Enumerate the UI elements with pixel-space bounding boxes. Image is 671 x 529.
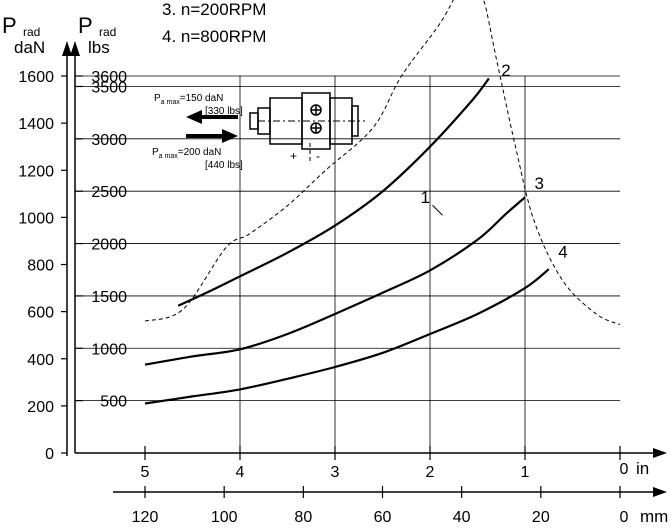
inset-top-lbs: [330 lbs]	[205, 106, 243, 117]
tick-label-mm: 0	[620, 509, 629, 526]
tick-label-in: 3	[331, 464, 340, 481]
tick-label-in: 5	[141, 464, 150, 481]
series-label-4: 4	[558, 242, 567, 261]
y-axis-lbs-title: P rad lbs	[78, 13, 116, 57]
tick-label-mm: 120	[132, 509, 159, 526]
series-label-leader-1	[432, 204, 443, 216]
svg-text:lbs: lbs	[88, 38, 110, 57]
series-line-4	[144, 268, 550, 405]
tick-label-lbs: 1500	[91, 289, 127, 306]
inset-top-label: Pa max=150 daN	[154, 93, 223, 106]
svg-text:daN: daN	[14, 38, 45, 57]
y-axis-lbs	[70, 41, 80, 453]
x-axis-mm-unit: mm	[640, 507, 668, 526]
legend-series-4: 4. n=800RPM	[162, 27, 266, 46]
tick-label-lbs: 1000	[91, 341, 127, 358]
tick-label-mm: 80	[294, 509, 312, 526]
tick-label-mm: 40	[453, 509, 471, 526]
svg-text:P: P	[2, 13, 17, 38]
legend-series-3: 3. n=200RPM	[162, 0, 266, 19]
x-axis-in-unit: in	[636, 459, 649, 478]
inset-bottom-label: Pa max=200 daN	[152, 147, 221, 160]
series-layer: 1 2 3 4	[144, 0, 621, 405]
cylinder-inset: Pa max=150 daN [330 lbs] Pa max=200 daN …	[152, 92, 365, 171]
tick-label-dan: 1600	[18, 69, 54, 86]
tick-label-lbs: 3600	[91, 69, 127, 86]
series-label-1: 1	[421, 188, 430, 207]
y-axis-dan-title: P rad daN	[2, 13, 45, 57]
y-axis-dan	[62, 41, 72, 456]
series-label-2: 2	[501, 61, 510, 80]
tick-label-dan: 600	[27, 305, 54, 322]
tick-label-lbs: 3000	[91, 132, 127, 149]
tick-label-dan: 800	[27, 258, 54, 275]
grid	[75, 75, 620, 453]
tick-label-dan: 1200	[18, 163, 54, 180]
tick-label-lbs: 2000	[91, 237, 127, 254]
series-line-1	[144, 0, 621, 326]
tick-label-mm: 20	[532, 509, 550, 526]
tick-label-dan: 400	[27, 352, 54, 369]
tick-label-mm: 60	[374, 509, 392, 526]
tick-label-in: 4	[236, 464, 245, 481]
inset-minus: -	[316, 149, 320, 163]
tick-label-dan: 0	[45, 446, 54, 463]
x-axis-in	[75, 448, 667, 458]
arrow-left-icon	[186, 110, 238, 124]
svg-text:rad: rad	[99, 25, 116, 39]
tick-label-lbs: 500	[100, 394, 127, 411]
svg-text:rad: rad	[23, 25, 40, 39]
tick-label-lbs: 3500	[91, 79, 127, 96]
tick-label-in: 2	[426, 464, 435, 481]
series-label-3: 3	[535, 174, 544, 193]
series-line-2	[177, 77, 490, 307]
x-axis-mm	[113, 487, 667, 497]
tick-label-in: 1	[521, 464, 530, 481]
svg-text:P: P	[78, 13, 93, 38]
tick-label-dan: 1400	[18, 116, 54, 133]
tick-label-dan: 200	[27, 399, 54, 416]
inset-bottom-lbs: [440 lbs]	[205, 160, 243, 171]
arrow-right-icon	[186, 129, 238, 143]
tick-label-lbs: 2500	[91, 184, 127, 201]
tick-label-in: 0	[620, 461, 629, 478]
tick-marks	[61, 75, 621, 498]
tick-label-mm: 100	[211, 509, 238, 526]
inset-plus: +	[290, 149, 297, 163]
series-line-3	[144, 196, 526, 366]
tick-label-dan: 1000	[18, 210, 54, 227]
